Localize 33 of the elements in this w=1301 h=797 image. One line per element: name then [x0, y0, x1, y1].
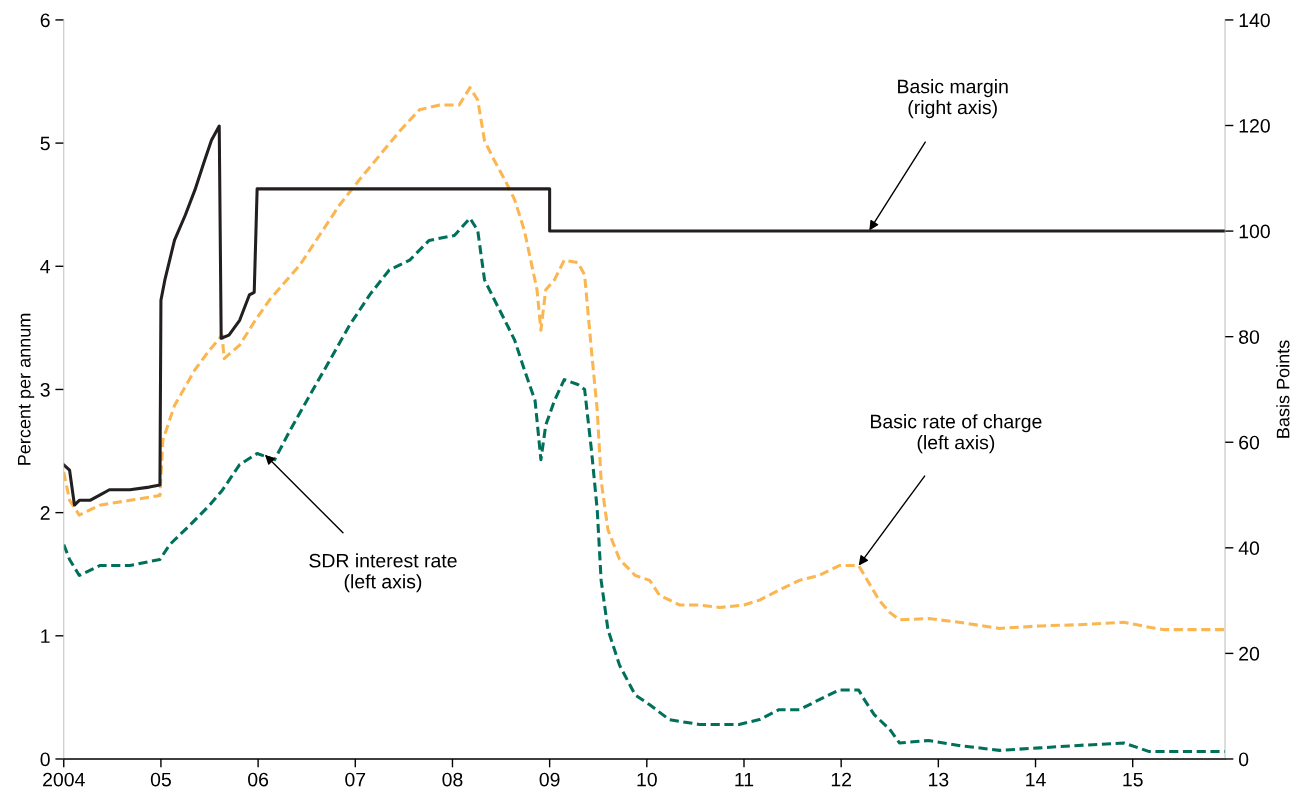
y-tick-label: 5 [40, 136, 50, 151]
x-tick-label: 07 [345, 772, 366, 787]
x-tick-label: 06 [248, 772, 269, 787]
y2-tick-label: 80 [1239, 330, 1260, 344]
y2-tick-label: 60 [1239, 435, 1260, 450]
y2-tick-label: 100 [1239, 224, 1270, 239]
y2-tick-label: 40 [1238, 541, 1260, 556]
x-tick-label: 2004 [43, 772, 85, 787]
y-tick-label: 3 [40, 382, 50, 397]
line-series [63, 124, 1226, 507]
y2-tick-label: 120 [1239, 118, 1270, 133]
y-tick-label: 4 [40, 259, 50, 274]
x-tick-label: 11 [735, 772, 754, 787]
y-tick-label: 1 [41, 629, 50, 643]
y-tick-label: 6 [40, 13, 50, 28]
x-tick-label: 13 [929, 772, 949, 787]
y2-tick-label: 0 [1238, 752, 1249, 767]
annotation: Basic margin (right axis) [898, 79, 1008, 119]
annotation: Basic rate of charge (left axis) [871, 414, 1042, 454]
x-tick-label: 09 [539, 772, 560, 787]
y2-tick-label: 140 [1239, 13, 1270, 28]
x-tick-label: 14 [1026, 772, 1046, 787]
x-tick-label: 15 [1123, 772, 1143, 787]
x-tick-label: 05 [150, 772, 171, 787]
x-tick-label: 12 [831, 772, 852, 787]
x-tick-label: 10 [637, 772, 657, 787]
x-tick-label: 08 [442, 772, 463, 787]
annotation: SDR interest rate (left axis) [309, 553, 457, 593]
y-axis-title: Percent per annum [18, 313, 35, 465]
y-tick-label: 2 [40, 506, 50, 520]
y2-axis-title: Basis Points [1276, 340, 1290, 438]
y-tick-label: 0 [40, 752, 50, 767]
y2-tick-label: 20 [1239, 646, 1260, 661]
